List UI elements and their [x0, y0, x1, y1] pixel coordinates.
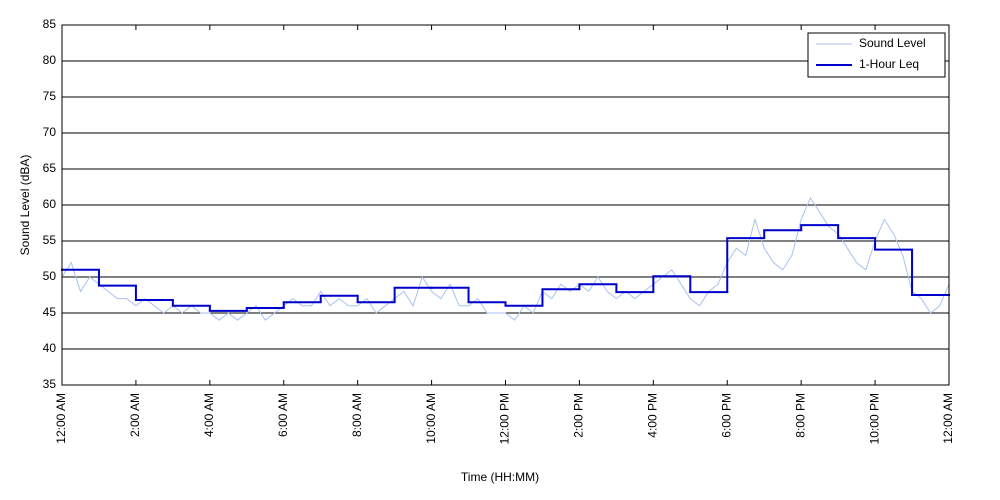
y-tick-label: 35: [43, 377, 57, 391]
x-tick-label: 10:00 AM: [424, 393, 438, 444]
y-tick-label: 60: [43, 197, 57, 211]
x-tick-label: 2:00 PM: [572, 393, 586, 438]
legend-label: 1-Hour Leq: [859, 57, 919, 71]
y-tick-label: 80: [43, 53, 57, 67]
legend-box: [807, 32, 946, 78]
y-tick-label: 40: [43, 341, 57, 355]
x-tick-label: 12:00 PM: [498, 393, 512, 444]
x-tick-label: 10:00 PM: [867, 393, 881, 444]
x-tick-label: 2:00 AM: [128, 393, 142, 437]
x-tick-label: 12:00 AM: [941, 393, 955, 444]
y-tick-label: 50: [43, 269, 57, 283]
sound-line: [61, 196, 950, 321]
y-axis-label: Sound Level (dBA): [18, 155, 32, 256]
x-tick-label: 8:00 AM: [350, 393, 364, 437]
plot-frame: [61, 24, 950, 386]
x-tick-label: 6:00 AM: [276, 393, 290, 437]
y-tick-label: 75: [43, 89, 57, 103]
y-tick-label: 55: [43, 233, 57, 247]
x-tick-label: 6:00 PM: [719, 393, 733, 438]
y-tick-label: 85: [43, 17, 57, 31]
x-tick-label: 8:00 PM: [793, 393, 807, 438]
legend-label: Sound Level: [859, 36, 926, 50]
x-axis-label: Time (HH:MM): [461, 470, 539, 484]
x-tick-label: 4:00 PM: [646, 393, 660, 438]
y-tick-label: 70: [43, 125, 57, 139]
y-tick-label: 65: [43, 161, 57, 175]
x-tick-label: 4:00 AM: [202, 393, 216, 437]
x-tick-label: 12:00 AM: [54, 393, 68, 444]
y-tick-label: 45: [43, 305, 57, 319]
